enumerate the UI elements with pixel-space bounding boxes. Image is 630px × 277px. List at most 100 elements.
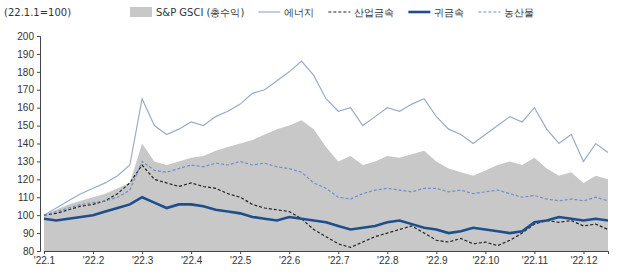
- y-tick-label: 180: [17, 67, 34, 78]
- x-tick-mark: [387, 251, 388, 254]
- x-tick-label: '22.6: [279, 255, 301, 266]
- x-tick-mark: [436, 251, 437, 254]
- y-tick: 110: [18, 192, 40, 203]
- x-tick-mark: [142, 251, 143, 254]
- y-axis: 80 90 100 110 120 130 140 150 160 170 180 190 200: [17, 31, 40, 257]
- legend: S&P GSCI (총수익) 에너지 산업금속 귀금속 농산물: [130, 7, 534, 18]
- y-tick: 190: [17, 49, 40, 60]
- x-tick: '22.1: [34, 251, 56, 266]
- area-series: [44, 120, 608, 251]
- x-tick: '22.8: [377, 251, 399, 266]
- legend-swatch: [328, 11, 350, 12]
- y-tick: 170: [17, 84, 40, 95]
- x-tick-label: '22.10: [472, 255, 499, 266]
- x-axis: '22.1 '22.2 '22.3 '22.4 '22.5 '22.6 '22.7 '22.8…: [34, 251, 609, 266]
- y-axis-line: [37, 37, 41, 252]
- y-tick: 140: [17, 138, 40, 149]
- y-tick-mark: [37, 144, 40, 145]
- x-tick-mark: [485, 251, 486, 254]
- x-axis-line: [45, 252, 609, 255]
- y-tick-label: 140: [17, 138, 34, 149]
- y-tick-label: 170: [17, 84, 34, 95]
- y-tick: 150: [17, 120, 40, 131]
- x-tick: '22.5: [230, 251, 252, 266]
- legend-item: S&P GSCI (총수익): [130, 7, 244, 18]
- y-tick-mark: [37, 72, 40, 73]
- x-tick: '22.10: [472, 251, 499, 266]
- x-tick-label: '22.5: [230, 255, 252, 266]
- legend-item: 귀금속: [408, 7, 464, 18]
- legend-item: 에너지: [258, 7, 314, 18]
- y-tick-label: 100: [17, 210, 34, 221]
- y-tick-label: 190: [17, 49, 34, 60]
- y-tick: 90: [23, 228, 40, 239]
- line-series: [44, 197, 608, 233]
- x-tick-mark: [289, 251, 290, 254]
- legend-item: 농산물: [478, 7, 534, 18]
- y-tick-label: 90: [23, 228, 35, 239]
- y-tick: 120: [17, 174, 40, 185]
- y-tick-label: 120: [17, 174, 34, 185]
- y-tick-mark: [37, 90, 40, 91]
- y-tick-mark: [37, 108, 40, 109]
- line-series: [44, 61, 608, 215]
- x-tick: '22.6: [279, 251, 301, 266]
- y-tick-mark: [37, 233, 40, 234]
- y-tick-mark: [37, 126, 40, 127]
- legend-item: 산업금속: [328, 7, 394, 18]
- y-tick: 160: [17, 102, 40, 113]
- x-tick-label: '22.4: [181, 255, 203, 266]
- legend-swatch: [408, 11, 430, 14]
- line-series: [44, 165, 608, 247]
- x-tick-mark: [191, 251, 192, 254]
- plot-area: [44, 61, 608, 251]
- x-tick-mark: [240, 251, 241, 254]
- x-tick-label: '22.8: [377, 255, 399, 266]
- x-tick-label: '22.2: [83, 255, 105, 266]
- x-tick: '22.9: [426, 251, 448, 266]
- x-tick-mark: [44, 251, 45, 254]
- x-tick-label: '22.7: [328, 255, 350, 266]
- x-tick-label: '22.11: [522, 255, 549, 266]
- y-tick: 130: [17, 156, 40, 167]
- legend-label: S&P GSCI (총수익): [156, 7, 244, 18]
- x-tick: '22.3: [132, 251, 154, 266]
- x-tick-label: '22.1: [34, 255, 56, 266]
- x-tick-label: '22.9: [426, 255, 448, 266]
- y-tick: 180: [17, 67, 40, 78]
- x-tick: '22.4: [181, 251, 203, 266]
- line-series: [44, 161, 608, 215]
- y-tick-label: 150: [17, 120, 34, 131]
- legend-label: 에너지: [284, 7, 314, 18]
- x-tick: '22.2: [83, 251, 105, 266]
- y-unit-label: (22.1.1=100): [4, 7, 71, 18]
- y-tick-mark: [37, 197, 40, 198]
- y-tick-mark: [37, 54, 40, 55]
- y-tick-mark: [37, 179, 40, 180]
- x-tick: '22.12: [571, 251, 598, 266]
- x-tick-mark: [93, 251, 94, 254]
- legend-swatch: [258, 11, 280, 12]
- y-tick-mark: [37, 161, 40, 162]
- y-tick-label: 80: [23, 246, 35, 257]
- legend-swatch: [130, 7, 152, 17]
- legend-label: 귀금속: [434, 7, 464, 18]
- x-tick-label: '22.12: [571, 255, 598, 266]
- x-tick: '22.7: [328, 251, 350, 266]
- chart: 80 90 100 110 120 130 140 150 160 170 180 190 200 '22…: [0, 0, 630, 277]
- y-tick-label: 130: [17, 156, 34, 167]
- x-tick-mark: [583, 251, 584, 254]
- y-tick: 100: [17, 210, 40, 221]
- y-tick: 200: [17, 31, 40, 42]
- legend-swatch: [478, 11, 500, 12]
- y-tick-label: 110: [18, 192, 34, 203]
- legend-label: 농산물: [504, 7, 534, 18]
- x-tick-mark: [338, 251, 339, 254]
- y-tick-label: 160: [17, 102, 34, 113]
- x-tick: '22.11: [522, 251, 549, 266]
- y-tick-mark: [37, 36, 40, 37]
- legend-label: 산업금속: [354, 7, 394, 18]
- y-tick-label: 200: [17, 31, 34, 42]
- y-tick-mark: [37, 251, 40, 252]
- x-tick-label: '22.3: [132, 255, 154, 266]
